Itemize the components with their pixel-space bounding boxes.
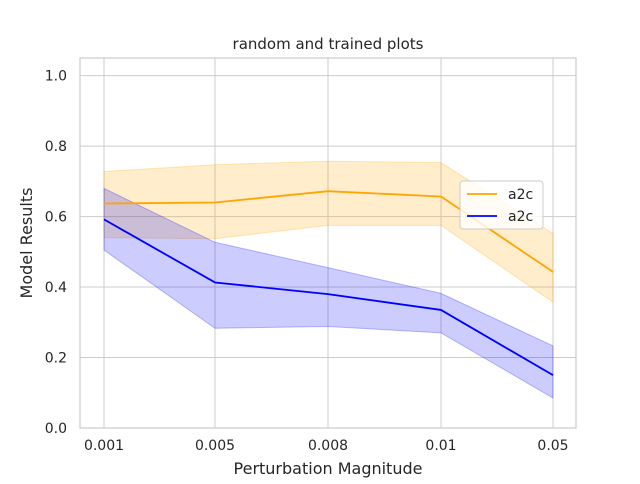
x-axis-label: Perturbation Magnitude [234,459,423,478]
y-tick-label: 0.2 [45,351,67,367]
x-tick-label: 0.05 [537,438,568,454]
series-line-2 [103,218,554,376]
x-tick-label: 0.008 [308,438,348,454]
confidence-band-series-2 [103,187,554,399]
legend-label-2: a2c [508,209,533,225]
legend-box [459,180,544,230]
y-tick-label: 1.0 [45,69,67,85]
y-axis-label: Model Results [17,188,36,299]
x-tick-label: 0.005 [195,438,235,454]
x-tick-label: 0.001 [84,438,124,454]
plot-frame [79,57,577,429]
y-tick-labels: 0.0 0.2 0.4 0.6 0.8 1.0 [45,69,67,437]
y-tick-label: 0.8 [45,139,67,155]
chart-title: random and trained plots [233,35,424,53]
y-tick-label: 0.6 [45,210,67,226]
y-tick-label: 0.0 [45,421,67,437]
y-tick-label: 0.4 [45,280,67,296]
legend-label-1: a2c [508,187,533,203]
grid [80,58,576,429]
x-tick-label: 0.01 [425,438,456,454]
legend: a2c a2c [459,180,544,230]
x-tick-labels: 0.001 0.005 0.008 0.01 0.05 [84,438,569,454]
